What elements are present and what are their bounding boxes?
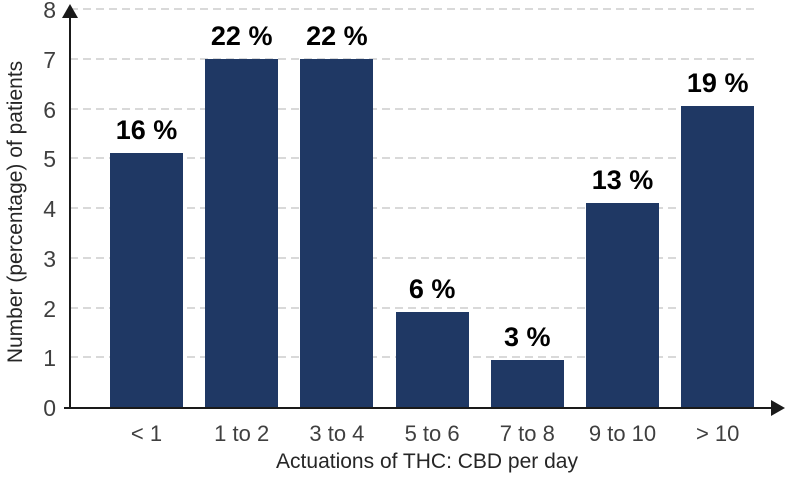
- x-tick-label: > 10: [695, 421, 740, 446]
- gridline: [70, 107, 758, 110]
- bar-value-label: 3 %: [504, 321, 551, 352]
- bar-9-to-10: [586, 203, 659, 407]
- gridline: [70, 306, 758, 309]
- bar-3-to-4: [300, 58, 374, 407]
- y-axis-arrow-icon: [62, 4, 78, 18]
- bar-1-to-2: [205, 58, 279, 407]
- y-tick-label: 6: [43, 96, 56, 123]
- y-tick-label: 7: [43, 46, 56, 73]
- y-tick-label: 4: [43, 196, 56, 222]
- bar-value-label: 22 %: [210, 20, 273, 51]
- gridline: [70, 57, 758, 60]
- x-tick-label: < 1: [130, 421, 163, 446]
- y-tick-label: 3: [43, 245, 56, 272]
- bar-value-label: 13 %: [591, 165, 654, 196]
- y-tick-label: 1: [43, 345, 56, 372]
- x-axis-line: [64, 407, 778, 409]
- x-tick-label: 9 to 10: [588, 421, 657, 446]
- x-tick-label: 7 to 8: [499, 421, 555, 446]
- bar-value-label: 16 %: [115, 115, 178, 146]
- bar-value-label: 6 %: [408, 274, 456, 305]
- x-tick-labels: < 1 1 to 2 3 to 4 5 to 6 7 to 8 9 to 10 > 10: [70, 421, 764, 449]
- y-tick-label: 8: [43, 0, 56, 23]
- bar-value-label: 19 %: [686, 68, 749, 99]
- bar-7-to-8: [490, 359, 564, 407]
- bar-value-label: 22 %: [306, 20, 368, 51]
- gridline: [70, 256, 758, 259]
- bar-<-1: [110, 153, 183, 407]
- gridline: [70, 207, 758, 209]
- x-tick-label: 1 to 2: [214, 421, 270, 446]
- y-tick-label: 0: [43, 395, 56, 421]
- x-axis-title: Actuations of THC: CBD per day: [276, 450, 578, 473]
- x-tick-label: 5 to 6: [404, 421, 460, 446]
- y-axis-line: [69, 16, 71, 409]
- x-axis-arrow-icon: [771, 400, 785, 416]
- y-tick-label: 2: [43, 295, 56, 322]
- gridline: [70, 157, 758, 160]
- y-tick-label: 5: [43, 146, 56, 173]
- gridline: [70, 8, 758, 10]
- x-tick-label: 3 to 4: [309, 421, 365, 446]
- plot-area: 16 % 22 % 22 % 6 % 3 % 13 % 19 %: [70, 8, 764, 408]
- bar-5-to-6: [395, 312, 469, 407]
- bar->-10: [681, 106, 755, 407]
